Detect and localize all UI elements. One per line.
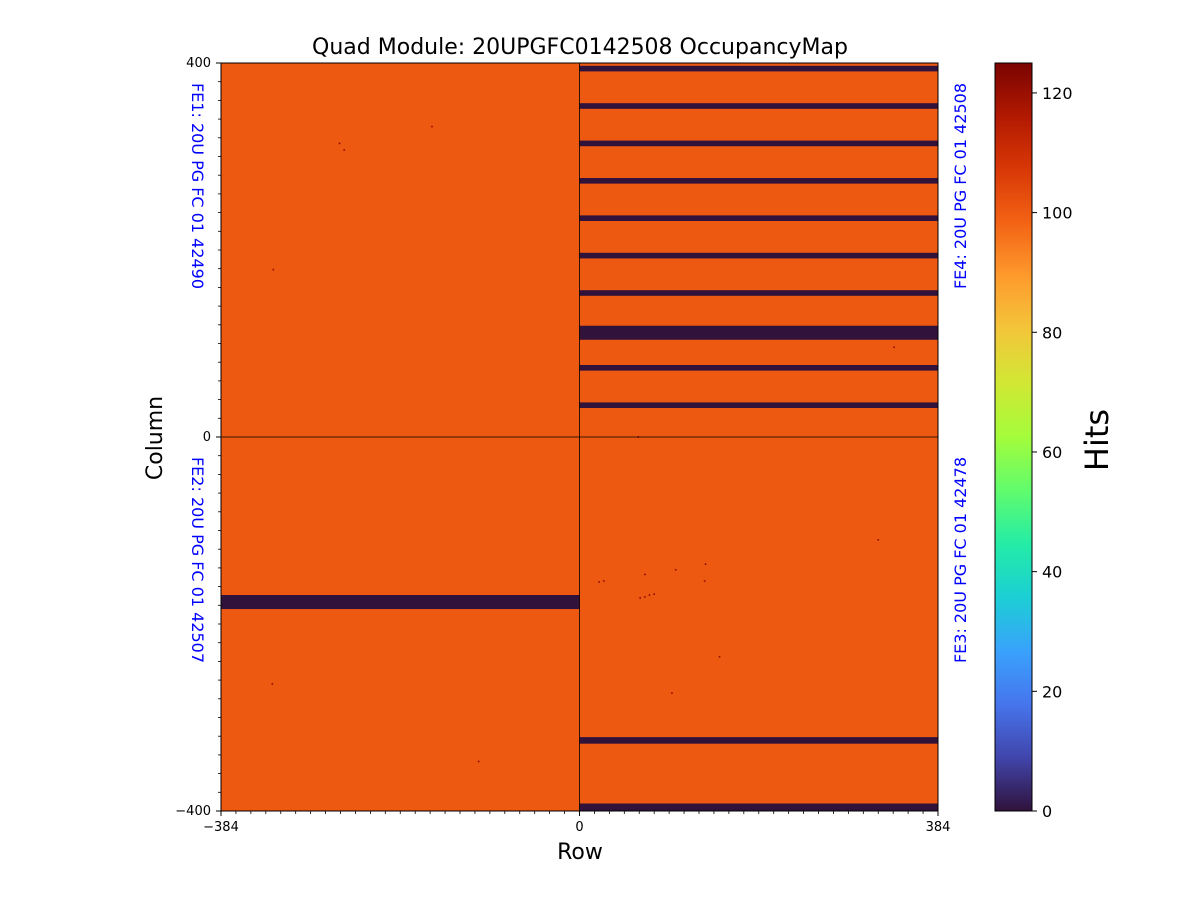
zero-hit-band	[579, 215, 938, 222]
colorbar: 0 20 40 60 80 100 120	[994, 62, 1073, 821]
hot-pixel	[271, 683, 274, 685]
hot-pixel	[877, 539, 880, 541]
zero-hit-band	[579, 103, 938, 109]
zero-hit-band	[221, 595, 580, 610]
front-end-label: FE2: 20U PG FC 01 42507	[188, 457, 207, 663]
colorbar-tick-label: 20	[1042, 682, 1062, 701]
y-tick-label: −400	[175, 804, 211, 819]
x-axis-label: Row	[557, 840, 603, 865]
zero-hit-bands	[221, 65, 938, 811]
colorbar-tick-label: 80	[1042, 323, 1062, 342]
hot-pixel	[602, 580, 605, 582]
front-end-labels: FE1: 20U PG FC 01 42490 FE4: 20U PG FC 01…	[188, 83, 970, 663]
hot-pixel	[671, 692, 673, 694]
y-tick-label: 400	[186, 56, 211, 71]
y-axis-label: Column	[143, 396, 168, 480]
colorbar-tick-label: 100	[1042, 204, 1073, 223]
hot-pixel	[639, 597, 641, 599]
zero-hit-band	[579, 803, 938, 811]
hot-pixel	[343, 149, 346, 151]
colorbar-gradient	[995, 63, 1032, 811]
front-end-label: FE3: 20U PG FC 01 42478	[951, 457, 970, 663]
heatmap-area	[220, 62, 939, 812]
zero-hit-band	[579, 365, 938, 371]
minor-ticks	[218, 81, 924, 814]
colorbar-frame	[994, 62, 1033, 812]
hot-pixels	[271, 125, 895, 763]
colorbar-tick-label: 0	[1042, 802, 1052, 821]
hot-pixel	[644, 573, 646, 576]
y-axis-ticks: 400 0 −400	[175, 56, 221, 819]
hot-pixel	[477, 760, 480, 763]
hot-pixel	[272, 268, 275, 271]
hot-pixel	[893, 346, 895, 349]
x-tick-label: 0	[575, 820, 583, 835]
zero-hit-band	[579, 65, 938, 72]
hot-pixel	[653, 593, 655, 595]
hot-pixel	[704, 563, 707, 565]
zero-hit-band	[579, 325, 938, 340]
x-tick-label: 384	[926, 820, 951, 835]
zero-hit-band	[579, 402, 938, 409]
colorbar-label: Hits	[1078, 409, 1116, 471]
hot-pixel	[674, 568, 677, 571]
colorbar-tick-label: 120	[1042, 84, 1073, 103]
hot-pixel	[431, 125, 433, 128]
colorbar-ticks: 0 20 40 60 80 100 120	[1032, 84, 1073, 821]
front-end-label: FE4: 20U PG FC 01 42508	[951, 83, 970, 289]
colorbar-tick-label: 60	[1042, 443, 1062, 462]
zero-hit-band	[579, 737, 938, 744]
chart-title: Quad Module: 20UPGFC0142508 OccupancyMap	[312, 35, 848, 60]
hot-pixel	[718, 655, 721, 658]
zero-hit-band	[579, 252, 938, 259]
zero-hit-band	[579, 178, 938, 184]
hot-pixel	[648, 594, 651, 596]
zero-hit-band	[579, 290, 938, 296]
y-tick-label: 0	[203, 430, 211, 445]
hot-pixel	[338, 142, 341, 145]
zero-hit-band	[579, 140, 938, 147]
x-axis-ticks: −384 0 384	[203, 811, 950, 835]
x-tick-label: −384	[203, 820, 239, 835]
hot-pixel	[644, 596, 646, 598]
front-end-label: FE1: 20U PG FC 01 42490	[188, 83, 207, 289]
hot-pixel	[598, 581, 600, 583]
hot-pixel	[703, 580, 706, 582]
colorbar-tick-label: 40	[1042, 563, 1062, 582]
